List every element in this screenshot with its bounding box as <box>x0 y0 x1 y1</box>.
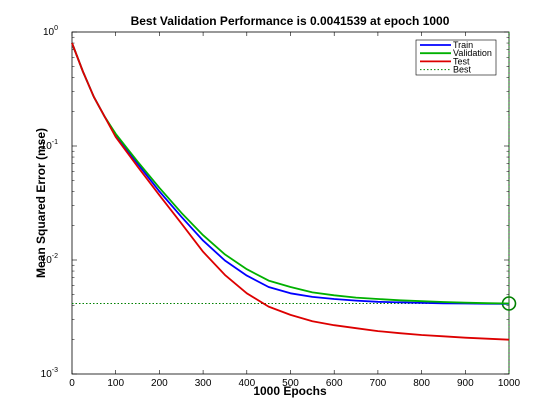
x-tick-label: 100 <box>107 378 124 389</box>
x-tick-label: 300 <box>195 378 212 389</box>
x-tick-label: 1000 <box>498 378 521 389</box>
y-axis-label: Mean Squared Error (mse) <box>34 128 48 278</box>
series-line-test <box>71 42 510 341</box>
series-lines <box>71 42 510 341</box>
y-axis-ticks: 100 10-1 10-2 10-3 <box>41 25 509 380</box>
x-tick-label: 900 <box>457 378 474 389</box>
x-axis-label: 1000 Epochs <box>253 384 327 398</box>
x-tick-label: 600 <box>326 378 343 389</box>
x-tick-label: 700 <box>370 378 387 389</box>
series-line-validation <box>71 42 510 305</box>
legend-label-train: Train <box>453 40 473 50</box>
legend-label-test: Test <box>453 56 470 66</box>
y-tick-label: 10-3 <box>41 367 58 380</box>
chart-title: Best Validation Performance is 0.0041539… <box>131 14 450 28</box>
legend-label-best: Best <box>453 65 472 75</box>
x-tick-label: 400 <box>238 378 255 389</box>
x-tick-label: 800 <box>413 378 430 389</box>
x-axis-ticks: 0 100 200 300 400 500 600 700 800 900 1000 <box>69 32 521 389</box>
x-tick-label: 200 <box>151 378 168 389</box>
y-tick-label: 100 <box>43 25 58 38</box>
x-tick-label: 500 <box>282 378 299 389</box>
x-tick-label: 0 <box>69 378 75 389</box>
plot-area <box>71 31 510 375</box>
legend-label-validation: Validation <box>453 48 492 58</box>
y-tick-label: 10-1 <box>41 139 58 152</box>
y-tick-label: 10-2 <box>41 253 58 266</box>
